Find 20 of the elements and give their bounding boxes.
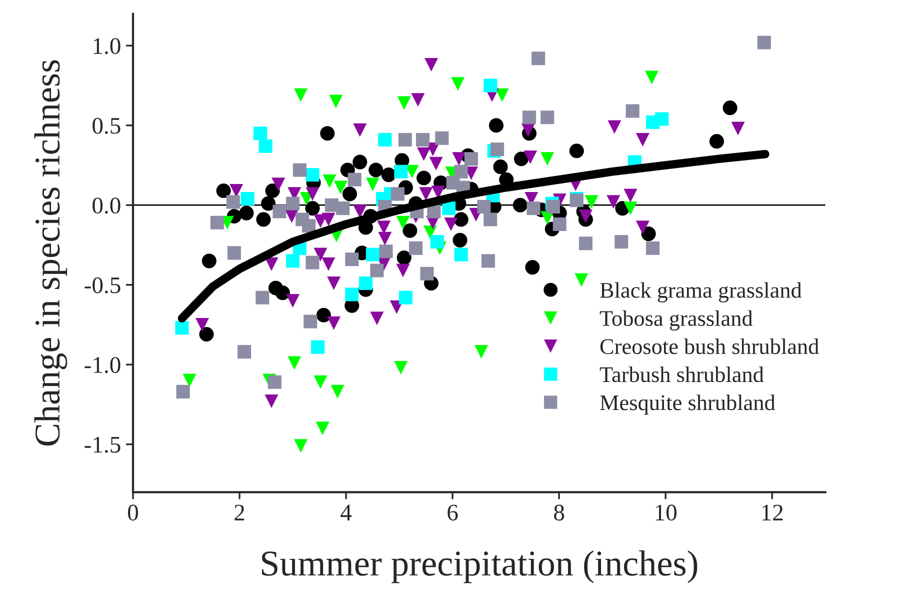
y-tick-label: -0.5 [84, 277, 120, 294]
x-tick-label: 0 [128, 504, 138, 521]
y-tick-label: -1.0 [84, 357, 120, 374]
y-axis-title: Change in species richness [34, 60, 68, 446]
legend-label: Tarbush shrubland [600, 366, 764, 382]
y-tick-label: -1.5 [84, 436, 120, 453]
legend-label: Tobosa grassland [600, 310, 753, 331]
y-tick-label: 0.0 [92, 198, 120, 214]
y-tick-label: 0.5 [92, 118, 120, 134]
y-tick-label: 1.0 [94, 38, 120, 54]
legend-label: Black grama grassland [600, 282, 802, 302]
x-tick-label: 8 [554, 504, 564, 521]
x-tick-label: 10 [656, 504, 676, 521]
legend-label: Creosote bush shrubland [600, 338, 819, 354]
x-tick-label: 2 [234, 504, 244, 520]
legend-label: Mesquite shrubland [600, 394, 776, 415]
x-tick-label: 12 [762, 504, 783, 520]
x-tick-label: 4 [340, 504, 352, 520]
x-axis-title: Summer precipitation (inches) [262, 550, 698, 584]
x-tick-label: 6 [448, 504, 458, 521]
